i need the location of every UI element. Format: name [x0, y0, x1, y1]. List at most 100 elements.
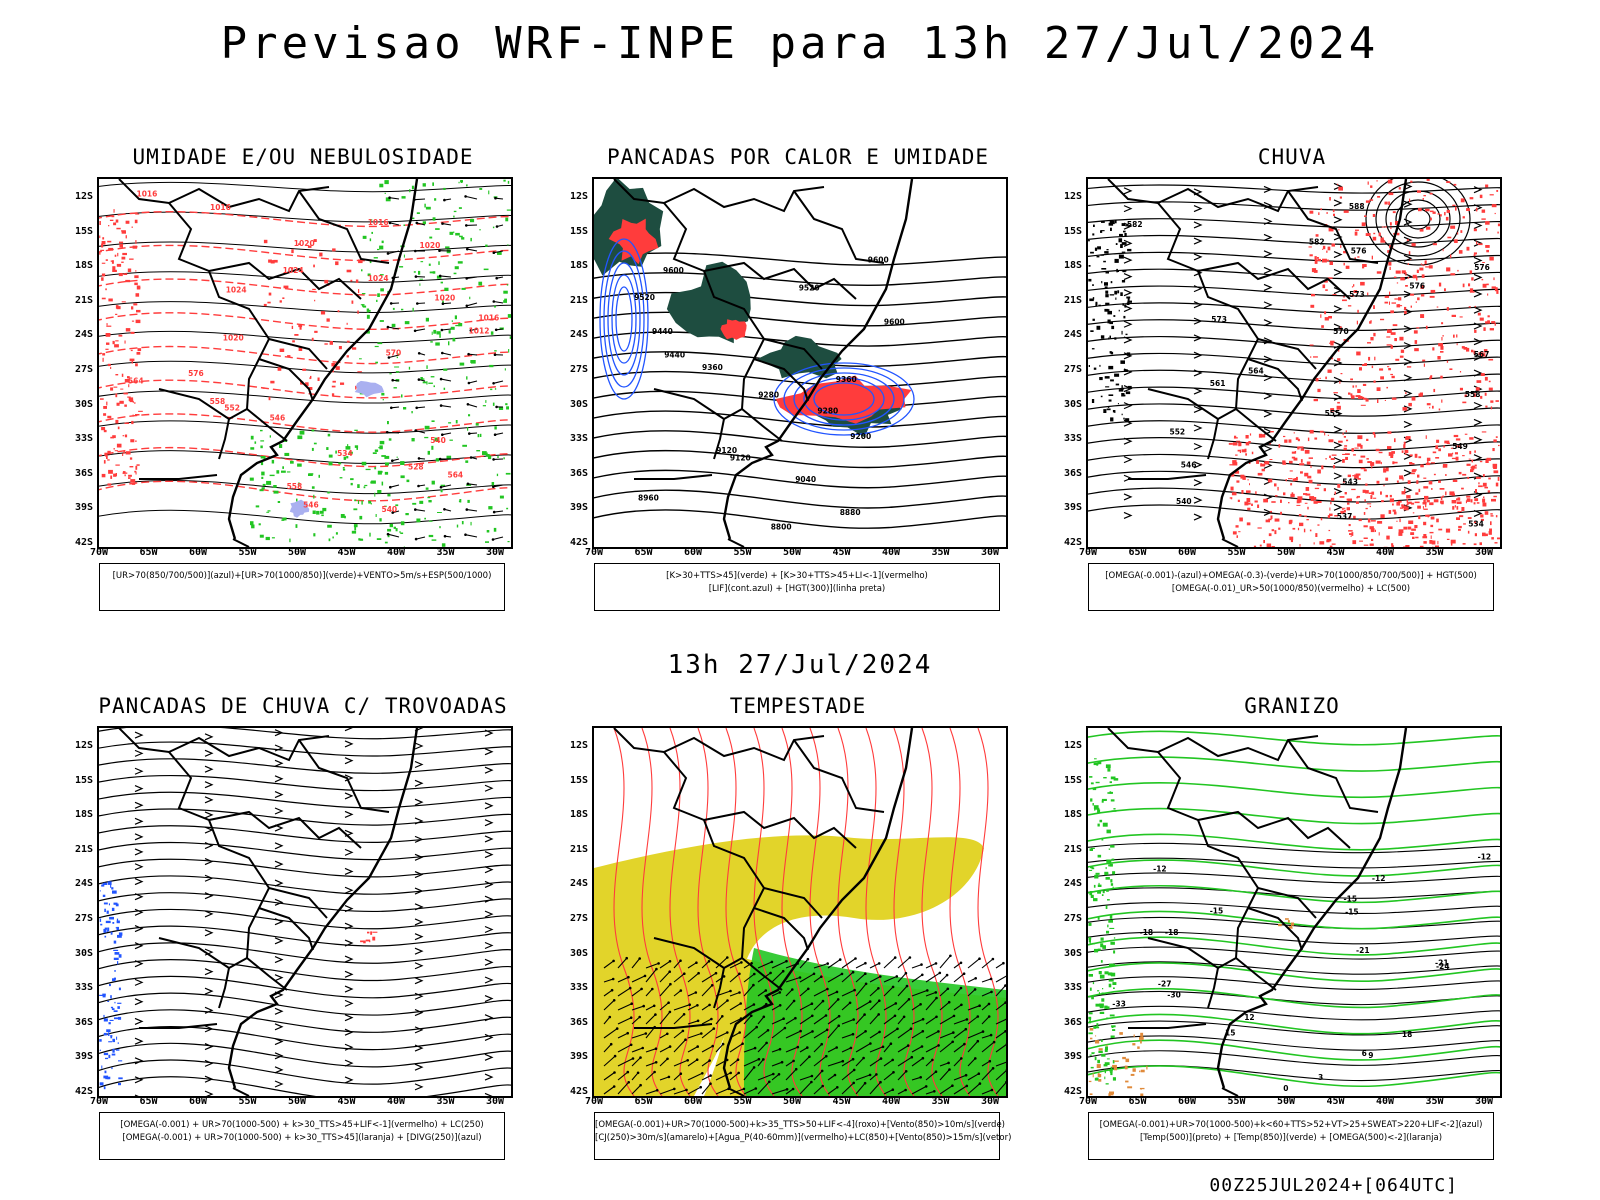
- lif-contours: [599, 238, 915, 436]
- contour-labels: -12-12-12-15-15 -15-18-18-21-21-24-27-30-…: [1112, 853, 1491, 1093]
- lat-tick-label: 24S: [1063, 329, 1082, 341]
- lat-tick-label: 12S: [1063, 740, 1082, 751]
- lon-tick-label: 45W: [1326, 1096, 1345, 1107]
- lon-tick-label: 35W: [931, 1096, 950, 1107]
- lon-tick-label: 40W: [386, 547, 406, 558]
- contour-label: 576: [1409, 282, 1425, 291]
- contour-label: 534: [337, 449, 353, 458]
- temp500-lines: [1088, 842, 1500, 1082]
- lon-tick-label: 30W: [1474, 547, 1494, 558]
- panel-title: TEMPESTADE: [729, 694, 867, 718]
- contour-label: 567: [1474, 350, 1490, 359]
- panel-legend: [OMEGA(-0.001) + UR>70(1000-500) + k>30_…: [99, 1112, 505, 1160]
- lon-tick-label: 50W: [287, 547, 307, 558]
- lon-tick-label: 70W: [89, 547, 109, 558]
- contour-label: 15: [1225, 1028, 1235, 1037]
- humidity-red: [262, 239, 363, 401]
- lon-tick-label: 70W: [89, 1096, 109, 1107]
- lon-tick-label: 50W: [1276, 547, 1296, 558]
- humidity-green: [359, 179, 511, 547]
- contour-label: 540: [1176, 497, 1192, 506]
- lat-tick-label: 21S: [74, 294, 93, 306]
- contour-label: -12: [1372, 874, 1386, 883]
- contour-label: 546: [303, 500, 319, 509]
- lat-tick-label: 21S: [74, 843, 93, 855]
- lon-tick-label: 30W: [485, 547, 505, 558]
- lat-tick-label: 15S: [1063, 225, 1082, 237]
- contour-label: 564: [1248, 367, 1264, 376]
- map-canvas: [592, 726, 1008, 1098]
- map-outline: [118, 179, 419, 547]
- contour-label: 9280: [758, 391, 779, 400]
- contour-label: -27: [1158, 980, 1172, 989]
- contour-labels: 9600 9600 9520 9520 9600 9440 9440 9360 9360 9280…: [634, 256, 905, 532]
- contour-label: -18: [1140, 928, 1154, 937]
- lon-tick-label: 40W: [386, 1096, 406, 1107]
- humidity-blue: [354, 380, 385, 398]
- lat-tick-label: 12S: [1063, 191, 1082, 202]
- contour-label: 573: [1211, 315, 1227, 324]
- contour-label: 8800: [771, 523, 792, 532]
- lat-tick-label: 36S: [569, 1016, 588, 1028]
- lc850-streamlines: [613, 728, 999, 1096]
- lat-tick-label: 30S: [74, 947, 93, 959]
- contour-label: 9520: [799, 283, 820, 292]
- contour-label: -15: [1344, 894, 1358, 903]
- contour-label: 9440: [664, 350, 685, 359]
- lat-tick-label: 27S: [1063, 364, 1082, 375]
- contour-label: 540: [430, 436, 446, 445]
- temp850-lines: [1088, 730, 1500, 1088]
- map-canvas: 9600 9600 9520 9520 9600 9440 9440 9360 9360 9280…: [592, 177, 1008, 549]
- rain-red: [1308, 179, 1500, 412]
- thunder-red: [360, 931, 378, 944]
- contour-label: 9120: [730, 453, 751, 462]
- lat-tick-label: 15S: [569, 225, 588, 237]
- instability-red: [608, 218, 659, 265]
- lat-tick-label: 12S: [74, 191, 93, 202]
- lat-tick-label: 30S: [1063, 947, 1082, 959]
- lon-tick-label: 45W: [337, 1096, 356, 1107]
- lon-tick-label: 30W: [980, 1096, 1000, 1107]
- lat-tick-label: 30S: [1063, 398, 1082, 410]
- lat-tick-label: 12S: [74, 740, 93, 751]
- lon-tick-label: 55W: [733, 1096, 752, 1107]
- contour-label: 573: [1349, 290, 1365, 299]
- contour-labels: 1016 1016 1016 1020 1020 1024 1024 1024 1020 1016…: [128, 190, 499, 514]
- lat-tick-label: 21S: [569, 294, 588, 306]
- lc250-streamlines: [99, 728, 511, 1096]
- lat-tick-label: 21S: [1063, 294, 1082, 306]
- lat-tick-label: 27S: [1063, 913, 1082, 924]
- map-canvas: 1016 1016 1016 1020 1020 1024 1024 1024 1020 1016…: [97, 177, 513, 549]
- contour-label: -18: [1165, 928, 1179, 937]
- lon-tick-label: 65W: [1128, 547, 1147, 558]
- divergence-blue: [99, 881, 123, 1090]
- lon-tick-label: 55W: [238, 1096, 257, 1107]
- lon-tick-label: 45W: [832, 547, 851, 558]
- wind850-green: [744, 948, 1006, 1096]
- contour-label: 1020: [434, 294, 455, 303]
- lat-tick-label: 33S: [74, 982, 93, 994]
- map-canvas: [97, 726, 513, 1098]
- lon-tick-label: 60W: [188, 1096, 208, 1107]
- lat-tick-label: 39S: [569, 502, 588, 514]
- thickness-lines: [99, 211, 511, 502]
- panel-title: UMIDADE E/OU NEBULOSIDADE: [132, 145, 474, 169]
- contour-label: 582: [1127, 220, 1143, 229]
- lat-tick-label: 39S: [74, 1051, 93, 1063]
- lat-tick-label: 36S: [1063, 1016, 1082, 1028]
- contour-labels: 588 582 582 576 576 576 573 573 570 567 564 561 558 5…: [1127, 202, 1490, 529]
- contour-label: 552: [1170, 428, 1186, 437]
- lon-tick-label: 60W: [683, 1096, 703, 1107]
- lat-tick-label: 39S: [74, 502, 93, 514]
- lat-tick-label: 39S: [1063, 502, 1082, 514]
- contour-label: 534: [1468, 520, 1484, 529]
- contour-label: 540: [382, 505, 398, 514]
- panel-legend: [K>30+TTS>45](verde) + [K>30+TTS>45+LI<-…: [594, 563, 1000, 611]
- legend-line: [OMEGA(-0.001)+UR>70(1000-500)+k>35_TTS>…: [595, 1120, 1005, 1130]
- lon-tick-label: 70W: [1078, 547, 1098, 558]
- contour-label: -21: [1356, 946, 1370, 955]
- mid-title: 13h 27/Jul/2024: [667, 650, 933, 680]
- lat-tick-label: 36S: [74, 1016, 93, 1028]
- lat-tick-label: 18S: [1063, 809, 1082, 821]
- lon-tick-label: 40W: [881, 1096, 901, 1107]
